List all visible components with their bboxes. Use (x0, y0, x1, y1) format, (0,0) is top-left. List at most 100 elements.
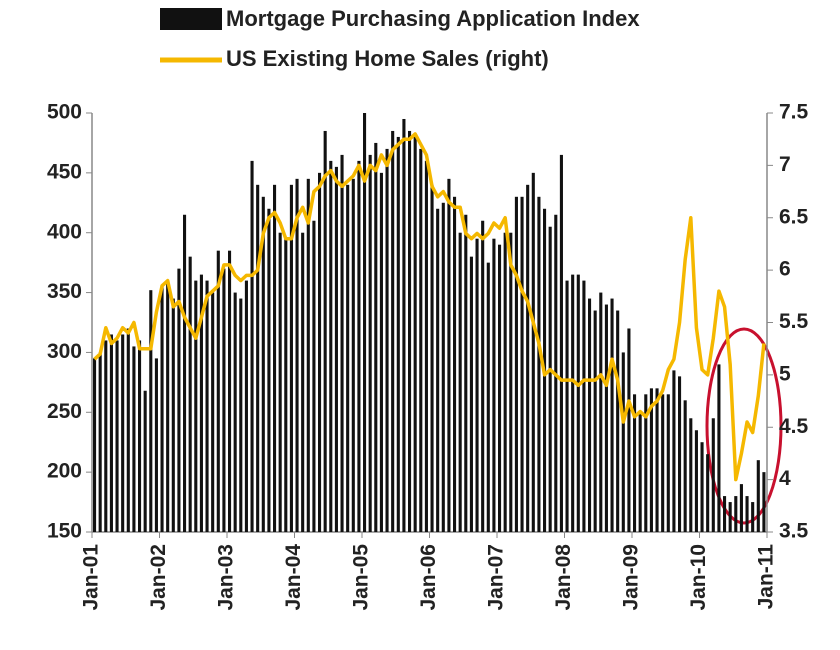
bar (211, 292, 215, 532)
bar (329, 160, 333, 532)
y-tick-label: 300 (47, 340, 82, 363)
bar (318, 172, 322, 532)
bar (723, 496, 727, 532)
bar (447, 178, 451, 533)
bar (132, 346, 136, 532)
bar (498, 244, 502, 532)
bar (396, 136, 400, 532)
bar (379, 172, 383, 532)
x-tick-label: Jan-09 (620, 544, 643, 611)
legend: Mortgage Purchasing Application Index US… (160, 6, 640, 71)
y2-tick-label: 7.5 (779, 101, 809, 124)
bar (306, 178, 310, 533)
bar (689, 418, 693, 532)
bar (323, 130, 327, 532)
y-tick-label: 500 (47, 101, 82, 124)
bar (694, 430, 698, 532)
y2-tick-label: 4.5 (779, 415, 809, 438)
y-tick-label: 150 (47, 520, 82, 543)
x-tick-label: Jan-10 (687, 544, 710, 611)
bar (593, 310, 597, 532)
legend-label: US Existing Home Sales (right) (226, 46, 549, 71)
bar (424, 160, 428, 532)
bar (436, 208, 440, 532)
bar (267, 208, 271, 532)
bar (188, 256, 192, 532)
bar (391, 130, 395, 532)
bar (126, 328, 130, 532)
bar (644, 394, 648, 532)
bar (531, 172, 535, 532)
highlight-ellipse (705, 327, 783, 525)
bar (374, 142, 378, 532)
bar (559, 154, 563, 532)
bar (194, 280, 198, 532)
bar (453, 196, 457, 533)
x-tick-label: Jan-08 (552, 544, 575, 611)
bar (678, 376, 682, 532)
bar (402, 118, 406, 532)
bar (98, 352, 102, 532)
x-tick-label: Jan-02 (147, 544, 170, 611)
bar (661, 394, 665, 532)
bar (751, 502, 755, 532)
bar (301, 232, 305, 532)
bar (115, 340, 119, 532)
bar (385, 148, 389, 532)
bar (368, 154, 372, 532)
bar (610, 298, 614, 532)
bar (138, 340, 142, 532)
bar (205, 280, 209, 532)
bar (278, 232, 282, 532)
x-tick-label: Jan-11 (755, 544, 778, 610)
bar (166, 280, 170, 532)
bar (745, 496, 749, 532)
bar (93, 358, 97, 532)
legend-swatch-bar (160, 8, 222, 30)
bar (588, 298, 592, 532)
bar (627, 328, 631, 532)
bar (256, 184, 260, 533)
y2-tick-label: 4 (779, 467, 791, 490)
bar (469, 256, 473, 532)
y2-tick-label: 6.5 (779, 205, 809, 228)
bar (233, 292, 237, 532)
y2-tick-label: 7 (779, 153, 791, 176)
bar (565, 280, 569, 532)
bar (711, 418, 715, 532)
bar (346, 184, 350, 533)
bar (621, 352, 625, 532)
bar (526, 184, 530, 533)
x-tick-label: Jan-05 (350, 544, 373, 611)
bar (419, 148, 423, 532)
bar (121, 334, 125, 532)
line (93, 132, 766, 482)
bar (222, 268, 226, 532)
bar (312, 220, 316, 532)
bar (486, 262, 490, 532)
bar (430, 184, 434, 533)
bar (604, 304, 608, 532)
bar (244, 280, 248, 532)
y-tick-label: 450 (47, 160, 82, 183)
bar (683, 400, 687, 532)
bar (149, 290, 153, 532)
bar (464, 214, 468, 532)
bar (295, 178, 299, 533)
bar (351, 178, 355, 533)
bar (576, 274, 580, 532)
bar (514, 196, 518, 533)
bar (599, 292, 603, 532)
bar (458, 232, 462, 532)
bar (728, 502, 732, 532)
bar (228, 250, 232, 532)
bar (571, 274, 575, 532)
y-tick-label: 250 (47, 400, 82, 423)
bar (700, 442, 704, 532)
bar (171, 298, 175, 532)
bar (649, 388, 653, 532)
bar (289, 184, 293, 533)
x-tick-label: Jan-06 (417, 544, 440, 611)
y-tick-label: 400 (47, 220, 82, 243)
